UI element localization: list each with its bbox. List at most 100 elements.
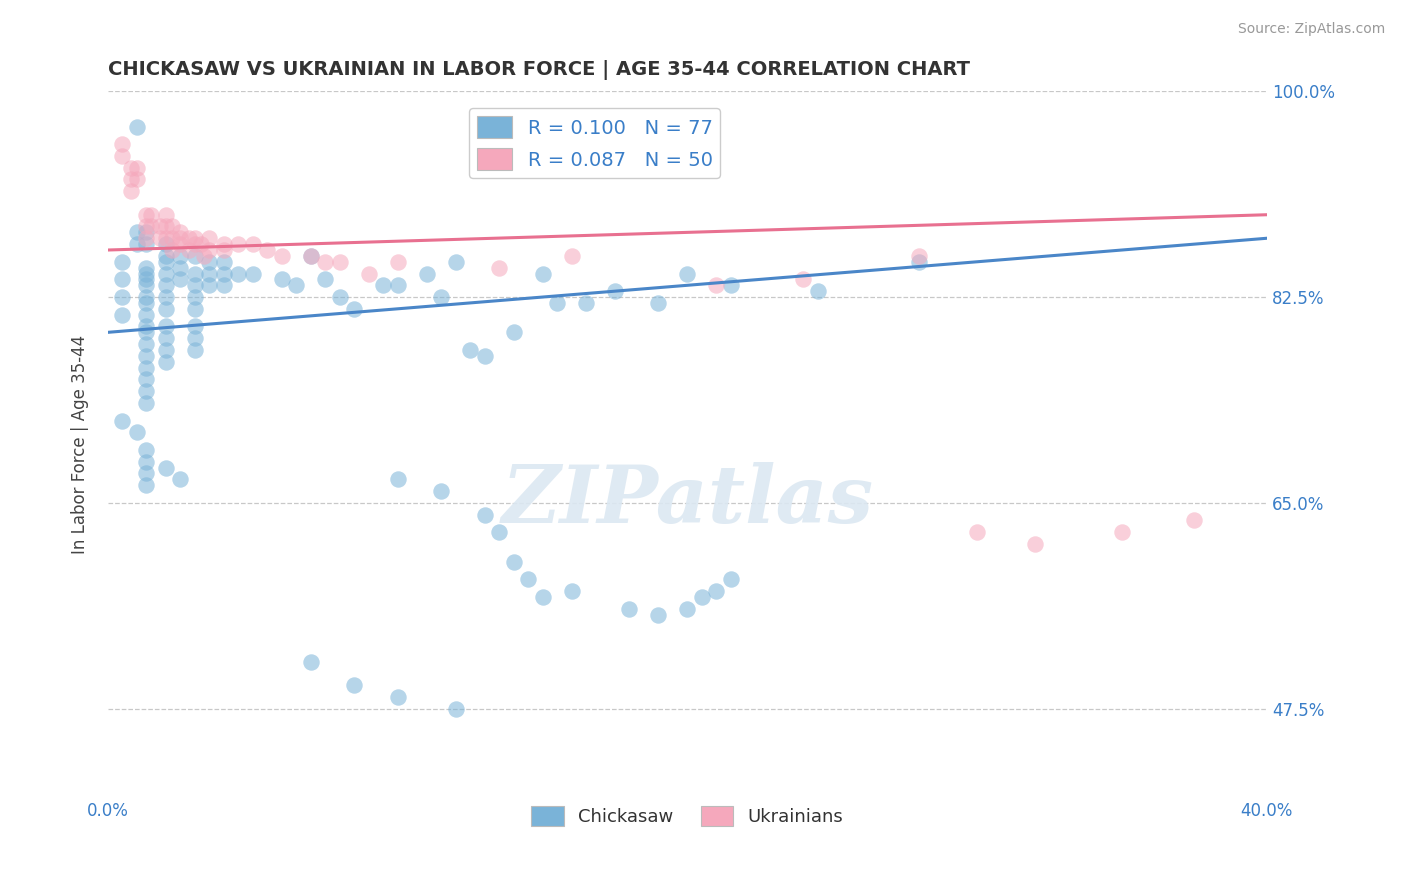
Point bbox=[357, 267, 380, 281]
Point bbox=[517, 572, 540, 586]
Point bbox=[561, 249, 583, 263]
Point bbox=[155, 290, 177, 304]
Point bbox=[184, 290, 207, 304]
Point bbox=[387, 690, 409, 704]
Point bbox=[474, 508, 496, 522]
Point bbox=[314, 272, 336, 286]
Point bbox=[488, 260, 510, 275]
Point bbox=[125, 226, 148, 240]
Point bbox=[1024, 537, 1046, 551]
Text: ZIPatlas: ZIPatlas bbox=[502, 462, 873, 540]
Point bbox=[111, 137, 134, 152]
Point bbox=[135, 208, 157, 222]
Point bbox=[184, 237, 207, 252]
Point bbox=[343, 678, 366, 692]
Point bbox=[155, 355, 177, 369]
Point bbox=[155, 319, 177, 334]
Point bbox=[474, 349, 496, 363]
Point bbox=[169, 231, 191, 245]
Point bbox=[169, 249, 191, 263]
Point bbox=[720, 572, 742, 586]
Point bbox=[373, 278, 395, 293]
Point bbox=[488, 525, 510, 540]
Point bbox=[792, 272, 814, 286]
Point bbox=[444, 701, 467, 715]
Point bbox=[169, 260, 191, 275]
Point bbox=[155, 331, 177, 345]
Point bbox=[285, 278, 308, 293]
Point bbox=[966, 525, 988, 540]
Point bbox=[135, 442, 157, 457]
Point bbox=[228, 267, 250, 281]
Point bbox=[270, 249, 292, 263]
Point bbox=[212, 254, 235, 268]
Point bbox=[531, 590, 554, 604]
Point bbox=[706, 278, 728, 293]
Point bbox=[415, 267, 437, 281]
Point bbox=[676, 601, 699, 615]
Point bbox=[720, 278, 742, 293]
Point bbox=[155, 278, 177, 293]
Y-axis label: In Labor Force | Age 35-44: In Labor Force | Age 35-44 bbox=[72, 334, 89, 554]
Point bbox=[647, 607, 669, 622]
Point bbox=[387, 254, 409, 268]
Point bbox=[184, 343, 207, 357]
Point bbox=[149, 219, 172, 234]
Point bbox=[575, 296, 598, 310]
Point bbox=[212, 267, 235, 281]
Point bbox=[179, 243, 201, 257]
Point bbox=[155, 460, 177, 475]
Point bbox=[242, 237, 264, 252]
Point bbox=[135, 337, 157, 351]
Point bbox=[125, 237, 148, 252]
Point bbox=[299, 249, 322, 263]
Point bbox=[299, 249, 322, 263]
Point bbox=[184, 301, 207, 316]
Point bbox=[135, 290, 157, 304]
Point bbox=[111, 149, 134, 163]
Point bbox=[184, 249, 207, 263]
Point bbox=[193, 249, 215, 263]
Point bbox=[619, 601, 641, 615]
Legend: Chickasaw, Ukrainians: Chickasaw, Ukrainians bbox=[524, 798, 851, 834]
Point bbox=[135, 296, 157, 310]
Point bbox=[111, 254, 134, 268]
Point bbox=[169, 237, 191, 252]
Point bbox=[155, 267, 177, 281]
Point bbox=[169, 472, 191, 486]
Point bbox=[111, 413, 134, 427]
Point bbox=[1111, 525, 1133, 540]
Point bbox=[169, 272, 191, 286]
Point bbox=[111, 308, 134, 322]
Point bbox=[120, 184, 142, 198]
Point bbox=[212, 243, 235, 257]
Point bbox=[329, 290, 352, 304]
Point bbox=[135, 219, 157, 234]
Point bbox=[155, 301, 177, 316]
Point bbox=[198, 243, 221, 257]
Point bbox=[141, 208, 163, 222]
Point bbox=[160, 219, 183, 234]
Point bbox=[212, 278, 235, 293]
Point bbox=[135, 349, 157, 363]
Point bbox=[184, 331, 207, 345]
Point bbox=[908, 254, 931, 268]
Point bbox=[343, 301, 366, 316]
Point bbox=[387, 278, 409, 293]
Point bbox=[111, 290, 134, 304]
Point bbox=[198, 278, 221, 293]
Point bbox=[603, 284, 626, 298]
Point bbox=[546, 296, 568, 310]
Text: Source: ZipAtlas.com: Source: ZipAtlas.com bbox=[1237, 22, 1385, 37]
Point bbox=[184, 278, 207, 293]
Point bbox=[256, 243, 278, 257]
Point bbox=[561, 584, 583, 599]
Point bbox=[135, 467, 157, 481]
Point bbox=[135, 231, 157, 245]
Point bbox=[155, 231, 177, 245]
Point bbox=[155, 219, 177, 234]
Point bbox=[690, 590, 713, 604]
Point bbox=[135, 384, 157, 398]
Point bbox=[430, 484, 453, 499]
Point bbox=[1184, 513, 1206, 527]
